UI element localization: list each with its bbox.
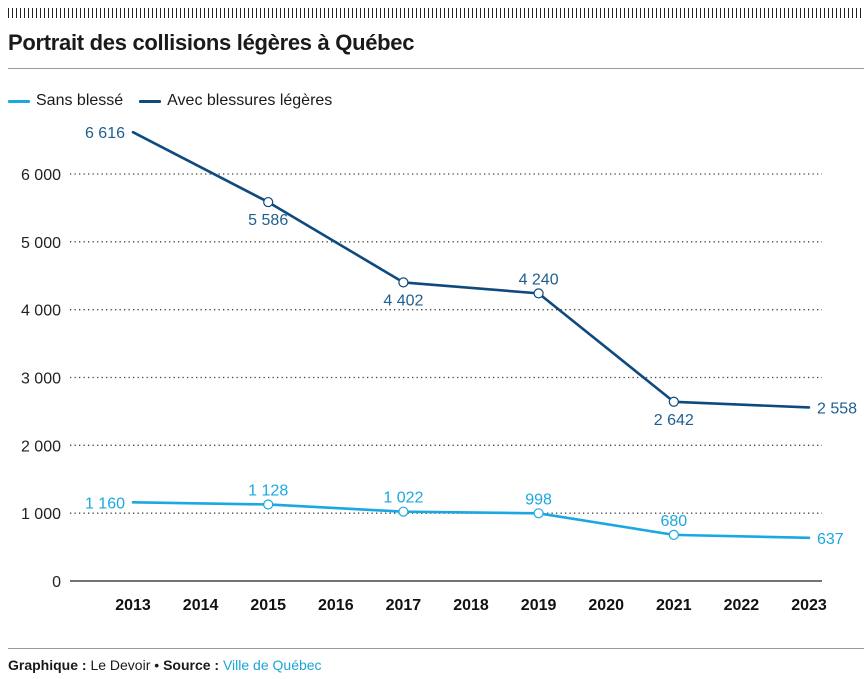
- y-tick-label: 5 000: [21, 235, 61, 252]
- legend-label-sans-blesse: Sans blessé: [36, 92, 124, 109]
- graphique-label: Graphique :: [8, 657, 87, 673]
- y-tick-label: 1 000: [21, 506, 61, 523]
- title-divider: [8, 68, 864, 69]
- y-tick-label: 2 000: [21, 438, 61, 455]
- legend-item-avec-blessures: Avec blessures légères: [139, 92, 332, 110]
- x-tick-label: 2023: [791, 597, 827, 614]
- data-label-avec_blessures: 4 402: [383, 292, 423, 309]
- data-point-avec_blessures: [533, 288, 544, 299]
- series-line-sans_blesse: [131, 501, 811, 540]
- x-tick-label: 2019: [521, 597, 557, 614]
- x-tick-label: 2013: [115, 597, 151, 614]
- data-label-sans_blesse: 998: [525, 491, 552, 508]
- data-point-sans_blesse: [533, 508, 544, 519]
- data-label-avec_blessures: 6 616: [85, 125, 125, 142]
- data-point-sans_blesse: [263, 499, 274, 510]
- x-tick-label: 2017: [386, 597, 422, 614]
- data-label-avec_blessures: 2 558: [817, 400, 857, 417]
- data-label-sans_blesse: 637: [817, 531, 844, 548]
- data-label-sans_blesse: 1 160: [85, 495, 125, 512]
- x-tick-label: 2022: [724, 597, 760, 614]
- x-tick-label: 2020: [588, 597, 624, 614]
- footer-divider: [8, 648, 864, 649]
- series-line-avec_blessures: [131, 130, 811, 409]
- y-tick-label: 4 000: [21, 303, 61, 320]
- data-point-avec_blessures: [263, 196, 274, 208]
- data-label-sans_blesse: 1 022: [383, 490, 423, 507]
- x-tick-label: 2016: [318, 597, 354, 614]
- chart-title: Portrait des collisions légères à Québec: [8, 30, 415, 55]
- chart-legend: Sans blessé Avec blessures légères: [8, 92, 348, 110]
- x-tick-label: 2021: [656, 597, 692, 614]
- y-tick-label: 6 000: [21, 167, 61, 184]
- x-tick-label: 2014: [183, 597, 219, 614]
- data-point-sans_blesse: [398, 506, 409, 517]
- data-label-avec_blessures: 5 586: [248, 212, 288, 229]
- legend-item-sans-blesse: Sans blessé: [8, 92, 123, 110]
- source-label: Source :: [163, 657, 220, 673]
- data-label-avec_blessures: 4 240: [519, 271, 559, 288]
- footer-credits: Graphique : Le Devoir • Source : Ville d…: [8, 657, 322, 673]
- x-tick-label: 2015: [250, 597, 286, 614]
- data-label-sans_blesse: 680: [660, 513, 687, 530]
- legend-label-avec-blessures: Avec blessures légères: [167, 92, 333, 109]
- data-point-avec_blessures: [668, 396, 679, 407]
- source-value: Ville de Québec: [222, 657, 322, 673]
- y-tick-label: 0: [52, 574, 61, 591]
- data-label-avec_blessures: 2 642: [654, 412, 694, 429]
- x-tick-label: 2018: [453, 597, 489, 614]
- legend-swatch-avec-blessures: [139, 99, 162, 103]
- data-point-avec_blessures: [398, 277, 409, 288]
- legend-swatch-sans-blesse: [8, 99, 30, 103]
- decorative-hatch-bar: [8, 8, 864, 18]
- data-label-sans_blesse: 1 128: [248, 482, 288, 499]
- y-tick-label: 3 000: [21, 371, 61, 388]
- graphique-value: Le Devoir: [90, 657, 151, 673]
- footer-separator: •: [154, 657, 160, 673]
- data-point-sans_blesse: [668, 529, 679, 540]
